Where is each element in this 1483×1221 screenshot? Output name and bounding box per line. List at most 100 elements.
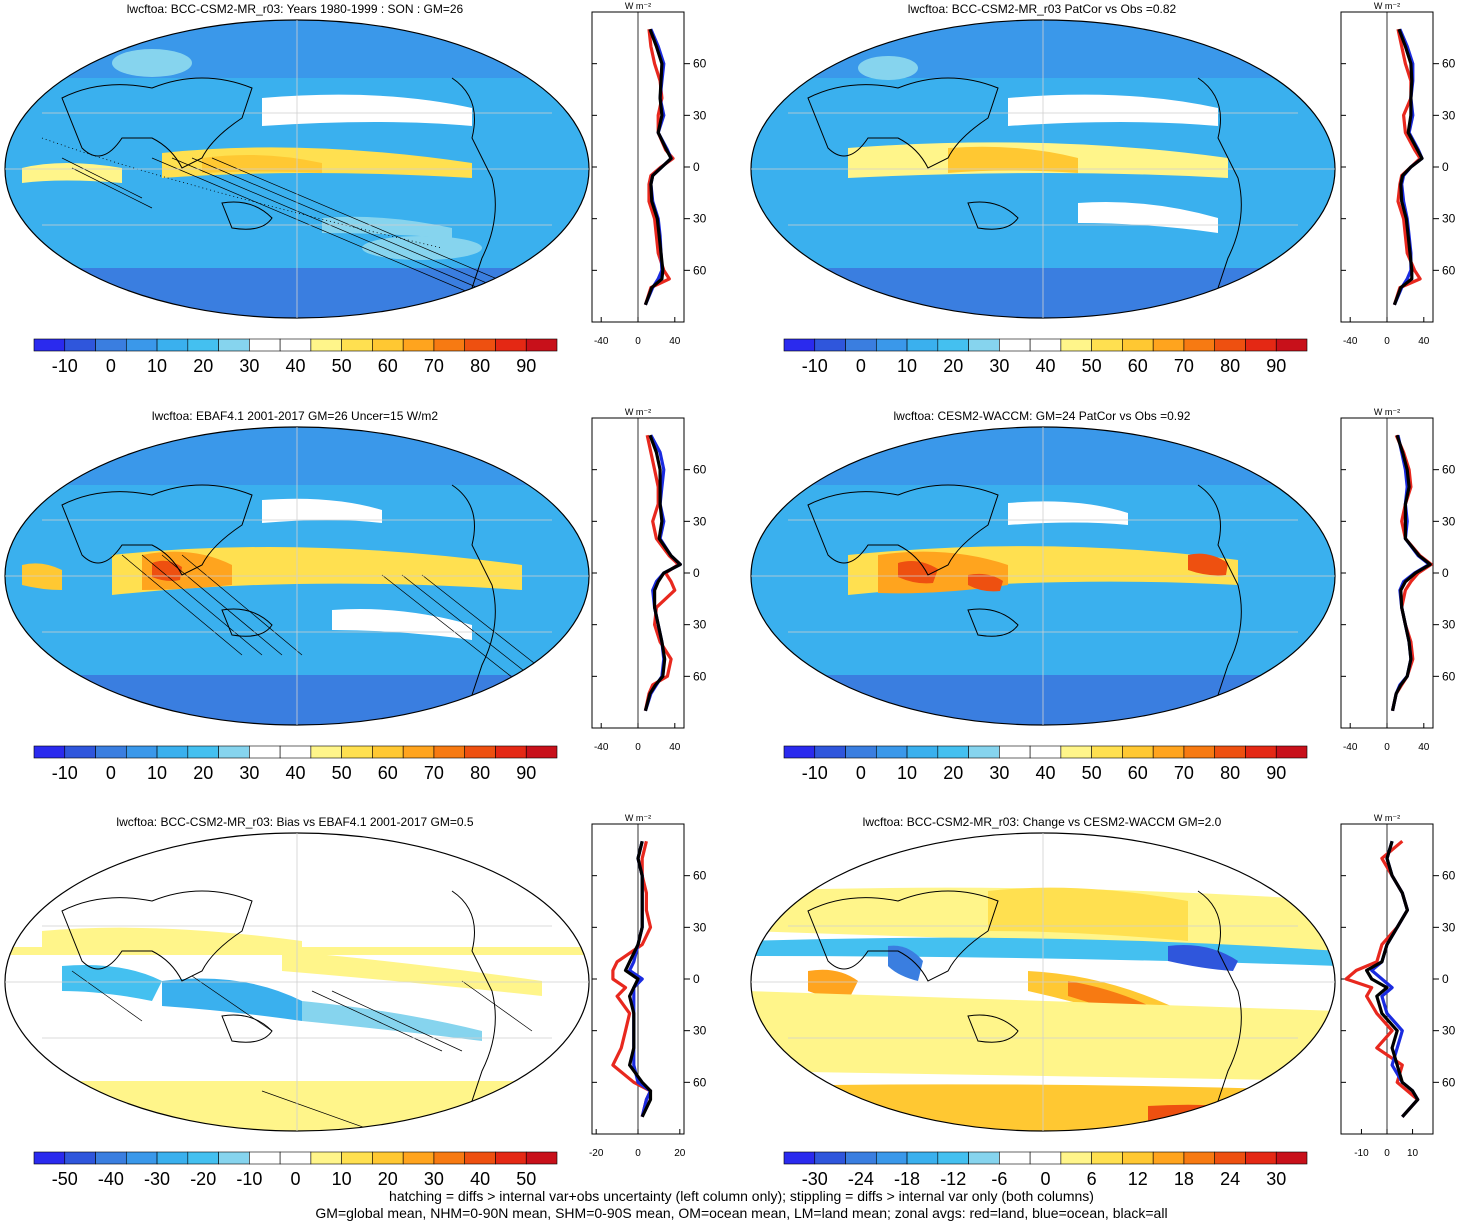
colorbar-swatch: [125, 745, 158, 759]
x-tick-label: 0: [1384, 742, 1390, 753]
colorbar: -50 -40 -30 -20 -10 0 10 20 30 40 50: [33, 1151, 558, 1189]
x-tick-label: 10: [1407, 1148, 1419, 1159]
colorbar-swatch: [1245, 745, 1277, 759]
colorbar-swatch: [33, 338, 66, 352]
lat-label: 0: [693, 160, 700, 174]
footnote-line-1: hatching = diffs > internal var+obs unce…: [389, 1188, 1094, 1204]
x-tick-label: 40: [1418, 742, 1430, 753]
colorbar-swatch: [525, 338, 558, 352]
map: [750, 426, 1336, 726]
colorbar-tick-label: 40: [285, 356, 305, 376]
colorbar-swatch: [968, 745, 1000, 759]
colorbar-swatch: [783, 338, 816, 352]
colorbar-swatch: [906, 1151, 939, 1165]
colorbar-swatch: [845, 1151, 877, 1165]
colorbar-swatch: [814, 1151, 846, 1165]
series-line-all: [643, 28, 673, 306]
series-line-land: [643, 434, 681, 712]
colorbar-tick-label: 50: [516, 1169, 536, 1189]
colorbar-tick-label: 20: [943, 356, 963, 376]
lat-label: 30N: [693, 920, 706, 934]
colorbar-tick-label: -40: [98, 1169, 124, 1189]
colorbar-swatch: [1275, 338, 1308, 352]
colorbar-tick-label: -24: [848, 1169, 874, 1189]
colorbar-tick-label: 0: [856, 356, 866, 376]
lat-label: 30S: [693, 212, 706, 226]
x-tick-label: -10: [1354, 1148, 1369, 1159]
zonal-profile: W m⁻² 60N 30N 0 30S 60S -10 0 10: [1340, 813, 1455, 1159]
colorbar-swatch: [875, 745, 908, 759]
map-title: lwcftoa: BCC-CSM2-MR_r03: Bias vs EBAF4.…: [116, 815, 474, 829]
series-line-all: [1365, 840, 1420, 1118]
series-line-ocean: [627, 840, 653, 1118]
colorbar-tick-label: 10: [147, 763, 167, 783]
x-tick-label: -40: [594, 742, 609, 753]
colorbar-tick-label: -6: [991, 1169, 1007, 1189]
lat-label: 30S: [693, 1024, 706, 1038]
lat-label: 30N: [693, 514, 706, 528]
colorbar-swatch: [495, 745, 527, 759]
lat-label: 60N: [693, 463, 706, 477]
colorbar-swatch: [495, 1151, 527, 1165]
map-title: lwcftoa: EBAF4.1 2001-2017 GM=26 Uncer=1…: [151, 409, 439, 423]
colorbar-tick-label: -20: [190, 1169, 216, 1189]
colorbar-tick-label: 10: [147, 356, 167, 376]
colorbar-swatch: [1091, 338, 1123, 352]
colorbar-swatch: [249, 338, 281, 352]
zonal-profile: W m⁻² 60N 30N 0 30S 60S -40 0 40: [591, 1, 706, 347]
colorbar-swatch: [433, 1151, 466, 1165]
colorbar-swatch: [279, 338, 312, 352]
lat-label: 60N: [1442, 57, 1455, 71]
colorbar-swatch: [783, 1151, 816, 1165]
colorbar-swatch: [341, 1151, 373, 1165]
profile-units: W m⁻²: [625, 1, 651, 11]
colorbar-swatch: [937, 1151, 969, 1165]
colorbar-swatch: [402, 745, 435, 759]
colorbar-swatch: [525, 1151, 558, 1165]
lat-label: 0: [693, 972, 700, 986]
series-line-land: [1390, 434, 1433, 712]
series-line-land: [1392, 28, 1422, 306]
colorbar-tick-label: 70: [424, 763, 444, 783]
lat-label: 30S: [1442, 1024, 1455, 1038]
series-line-land: [611, 840, 653, 1118]
colorbar-swatch: [33, 1151, 66, 1165]
lat-label: 30S: [693, 618, 706, 632]
colorbar-swatch: [1152, 338, 1185, 352]
colorbar-swatch: [279, 1151, 312, 1165]
colorbar-tick-label: 0: [106, 356, 116, 376]
colorbar-swatch: [968, 1151, 1000, 1165]
x-tick-label: -40: [1343, 742, 1358, 753]
zonal-profile: W m⁻² 60N 30N 0 30S 60S -40 0 40: [591, 407, 706, 753]
colorbar-swatch: [464, 338, 496, 352]
map-title: lwcftoa: BCC-CSM2-MR_r03 PatCor vs Obs =…: [907, 2, 1177, 16]
map: [4, 832, 590, 1132]
x-tick-label: -40: [1343, 336, 1358, 347]
colorbar-swatch: [310, 745, 342, 759]
colorbar-swatch: [1214, 745, 1246, 759]
colorbar-swatch: [1152, 745, 1185, 759]
colorbar-tick-label: 50: [332, 356, 352, 376]
colorbar-tick-label: 40: [1035, 356, 1055, 376]
colorbar-swatch: [875, 1151, 908, 1165]
colorbar-swatch: [156, 338, 189, 352]
lat-label: 0: [1442, 972, 1449, 986]
colorbar-swatch: [1122, 745, 1154, 759]
colorbar: -10 0 10 20 30 40 50 60 70 80 90: [33, 745, 558, 783]
colorbar-swatch: [1122, 338, 1154, 352]
colorbar-tick-label: 10: [897, 356, 917, 376]
colorbar-swatch: [783, 745, 816, 759]
colorbar-swatch: [64, 745, 96, 759]
colorbar-swatch: [156, 745, 189, 759]
map: [4, 19, 590, 319]
colorbar-tick-label: 30: [239, 763, 259, 783]
colorbar: -10 0 10 20 30 40 50 60 70 80 90: [33, 338, 558, 376]
colorbar-swatch: [187, 338, 219, 352]
colorbar-swatch: [218, 338, 250, 352]
colorbar-swatch: [95, 338, 127, 352]
colorbar-tick-label: -10: [52, 763, 78, 783]
colorbar-tick-label: 90: [516, 356, 536, 376]
colorbar: -10 0 10 20 30 40 50 60 70 80 90: [783, 338, 1308, 376]
colorbar-tick-label: 0: [1040, 1169, 1050, 1189]
colorbar-swatch: [1214, 1151, 1246, 1165]
